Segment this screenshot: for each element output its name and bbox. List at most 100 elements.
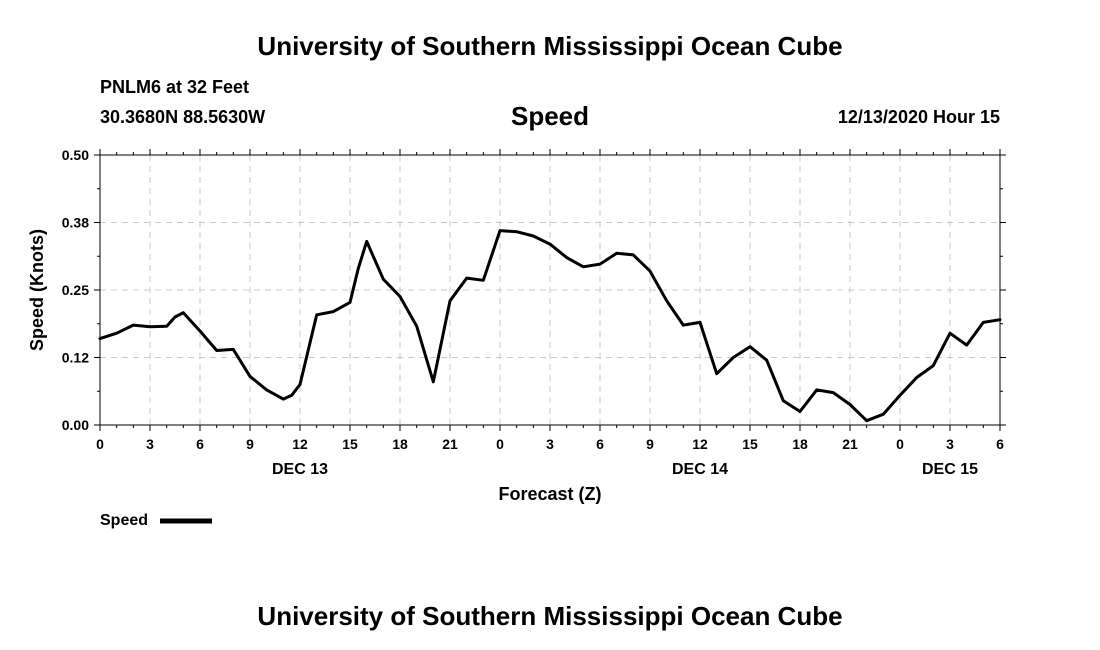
speed-data-point	[398, 295, 402, 298]
speed-data-point	[748, 345, 752, 348]
speed-data-point	[432, 380, 435, 383]
speed-data-point	[382, 278, 385, 281]
speed-data-point	[315, 313, 318, 316]
x-tick-label: 21	[842, 436, 858, 452]
station-label: PNLM6 at 32 Feet	[100, 77, 250, 97]
speed-data-point	[915, 376, 918, 379]
speed-data-point	[665, 299, 668, 302]
x-axis-label: Forecast (Z)	[498, 484, 601, 504]
speed-data-point	[698, 321, 702, 324]
coordinates-label: 30.3680N 88.5630W	[100, 107, 266, 127]
y-tick-label: 0.50	[62, 147, 89, 163]
speed-data-point	[215, 349, 218, 352]
speed-data-point	[465, 276, 468, 280]
y-tick-label: 0.25	[62, 282, 89, 298]
speed-data-point	[498, 229, 502, 232]
speed-data-point	[565, 256, 568, 259]
speed-data-point	[232, 348, 235, 351]
speed-data-point	[998, 318, 1002, 321]
timestamp-label: 12/13/2020 Hour 15	[837, 107, 1000, 127]
day-label: DEC 13	[272, 461, 328, 478]
speed-data-point	[932, 364, 935, 367]
speed-data-point	[715, 372, 718, 375]
speed-data-point	[248, 375, 252, 378]
x-tick-label: 3	[146, 436, 154, 452]
page-title: University of Southern Mississippi Ocean…	[257, 31, 843, 61]
speed-data-point	[732, 356, 735, 359]
speed-data-point	[365, 240, 368, 243]
speed-data-point	[132, 323, 135, 327]
speed-data-point	[98, 337, 102, 340]
speed-data-point	[582, 265, 585, 268]
y-axis-label: Speed (Knots)	[27, 229, 47, 351]
speed-data-point	[965, 343, 968, 347]
y-tick-label: 0.00	[62, 417, 89, 433]
x-tick-label: 3	[946, 436, 954, 452]
x-tick-label: 6	[596, 436, 604, 452]
x-tick-label: 0	[896, 436, 904, 452]
speed-data-point	[148, 325, 152, 328]
speed-data-point	[948, 332, 952, 335]
x-tick-label: 3	[546, 436, 554, 452]
x-tick-label: 0	[96, 436, 104, 452]
x-tick-label: 9	[646, 436, 654, 452]
speed-data-point	[532, 234, 535, 238]
speed-data-point	[482, 279, 485, 282]
y-tick-label: 0.12	[62, 350, 89, 366]
x-tick-label: 18	[392, 436, 408, 452]
speed-data-point	[173, 315, 177, 319]
speed-data-point	[898, 394, 902, 397]
speed-data-point	[415, 325, 418, 328]
speed-data-point	[282, 397, 285, 401]
y-tick-label: 0.38	[62, 215, 89, 231]
speed-data-point	[298, 383, 302, 386]
speed-chart: 0.00 0.12 0.25 0.38 0.50 0 3 6 9 12 15 18 21 0 3 6 9 12 15…	[27, 147, 1006, 529]
speed-data-point	[798, 410, 802, 413]
footer-title: University of Southern Mississippi Ocean…	[257, 601, 843, 631]
speed-data-point	[865, 419, 868, 422]
speed-data-point	[682, 323, 685, 327]
speed-data-point	[765, 359, 768, 362]
x-tick-label: 21	[442, 436, 458, 452]
speed-data-point	[348, 301, 352, 304]
speed-data-point	[848, 403, 852, 406]
speed-data-point	[198, 329, 202, 333]
day-label: DEC 14	[672, 461, 728, 478]
plot-title: Speed	[510, 101, 590, 131]
speed-data-point	[290, 394, 293, 397]
speed-data-point	[515, 230, 518, 233]
speed-data-point	[615, 252, 618, 255]
x-tick-label: 0	[496, 436, 504, 452]
speed-data-point	[115, 332, 118, 335]
axis-ticks: 0.00 0.12 0.25 0.38 0.50 0 3 6 9 12 15 18 21 0 3 6 9 12 15…	[62, 147, 1006, 478]
legend: Speed	[100, 512, 212, 529]
speed-data-point	[632, 253, 635, 257]
x-tick-label: 9	[246, 436, 254, 452]
x-tick-label: 18	[792, 436, 808, 452]
x-tick-label: 15	[342, 436, 358, 452]
speed-data-point	[448, 299, 452, 302]
speed-data-point	[598, 262, 602, 266]
speed-series-line	[98, 229, 1002, 423]
speed-data-point	[182, 311, 185, 314]
speed-data-point	[165, 325, 168, 328]
speed-data-point	[648, 269, 652, 273]
x-tick-label: 12	[692, 436, 708, 452]
speed-data-point	[265, 388, 268, 392]
legend-label: Speed	[100, 512, 148, 529]
speed-data-point	[882, 413, 885, 416]
day-label: DEC 15	[922, 461, 978, 478]
x-tick-label: 15	[742, 436, 758, 452]
speed-data-point	[548, 242, 552, 246]
speed-data-point	[357, 267, 360, 270]
speed-data-point	[832, 391, 835, 394]
grid	[100, 155, 1000, 425]
speed-data-point	[982, 321, 985, 324]
x-tick-label: 6	[996, 436, 1004, 452]
x-tick-label: 12	[292, 436, 308, 452]
speed-data-point	[332, 310, 335, 313]
x-tick-label: 6	[196, 436, 204, 452]
speed-data-point	[782, 399, 785, 402]
series-layer	[98, 229, 1002, 423]
speed-data-point	[815, 388, 818, 392]
